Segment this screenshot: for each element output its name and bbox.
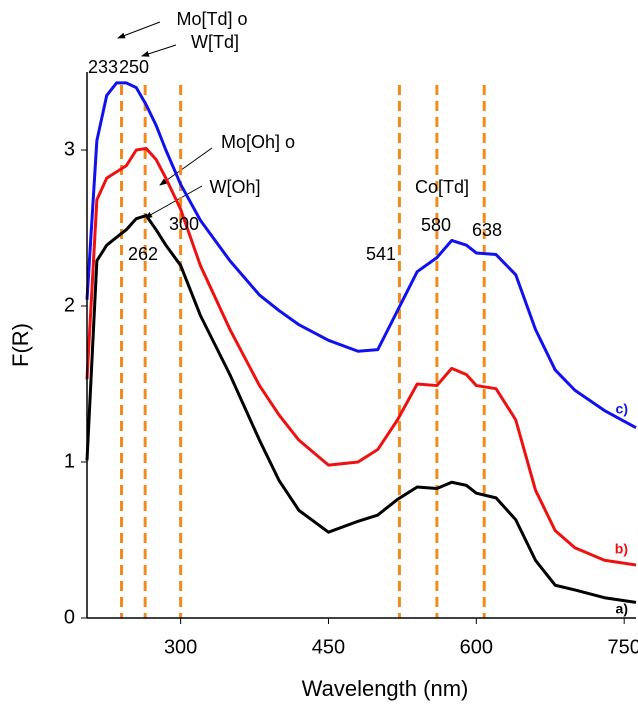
- x-tick-label: 750: [607, 636, 638, 658]
- series-line: [85, 146, 637, 567]
- series-line: [85, 81, 637, 429]
- x-tick-label: 450: [312, 636, 345, 658]
- series-line: [85, 214, 637, 604]
- annotation: 233: [88, 57, 118, 77]
- annotation: Mo[Td] o: [176, 9, 247, 29]
- y-tick-label: 3: [64, 138, 75, 160]
- annotation: W[Td]: [191, 32, 239, 52]
- annotation: 262: [128, 244, 158, 264]
- x-axis-label: Wavelength (nm): [302, 676, 469, 701]
- series-label: c): [616, 401, 628, 417]
- y-tick-label: 2: [64, 294, 75, 316]
- x-tick-label: 300: [164, 636, 197, 658]
- annotation: Mo[Oh] o: [221, 132, 295, 152]
- arrows: [117, 21, 213, 219]
- series-label: b): [615, 541, 628, 557]
- annotation: 580: [421, 215, 451, 235]
- annotation: Co[Td]: [415, 177, 469, 197]
- y-axis-label: F(R): [8, 323, 33, 367]
- x-tick-label: 600: [460, 636, 493, 658]
- annotation: 250: [119, 57, 149, 77]
- annotation: 300: [169, 214, 199, 234]
- y-tick-label: 0: [64, 606, 75, 628]
- annotation: 541: [366, 244, 396, 264]
- annotation: W[Oh]: [209, 177, 260, 197]
- y-tick-label: 1: [64, 450, 75, 472]
- annotation: 638: [472, 220, 502, 240]
- series-label: a): [616, 601, 628, 617]
